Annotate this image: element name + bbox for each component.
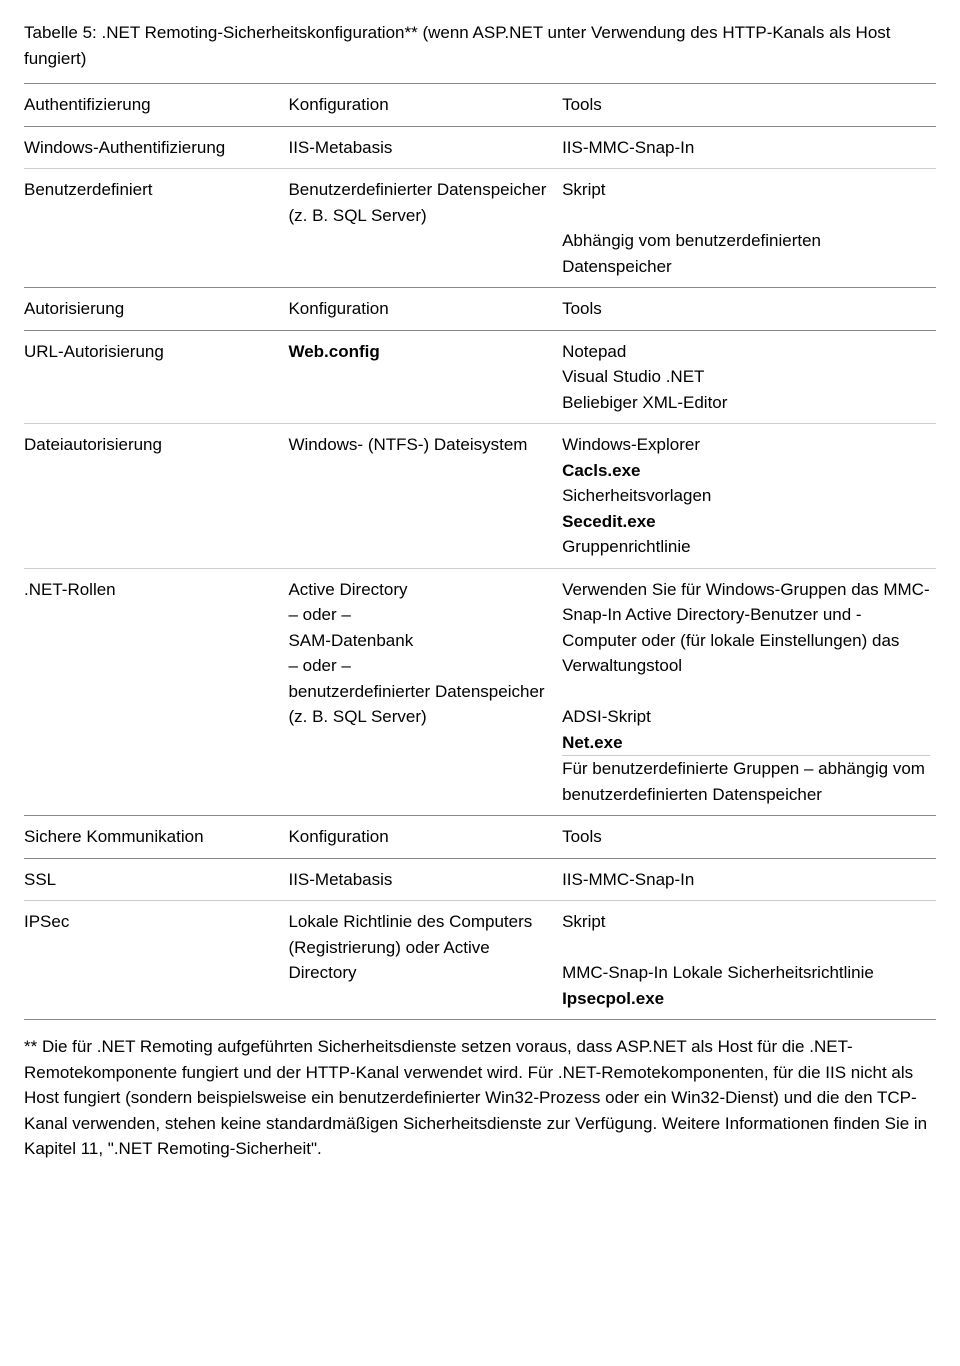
- config-table: Authentifizierung Konfiguration Tools Wi…: [24, 83, 936, 1020]
- footnote: ** Die für .NET Remoting aufgeführten Si…: [24, 1034, 936, 1162]
- cell: Dateiautorisierung: [24, 424, 288, 569]
- cell-line: Skript: [562, 909, 930, 935]
- table-header-row: Sichere Kommunikation Konfiguration Tool…: [24, 816, 936, 859]
- cell: Windows- (NTFS-) Dateisystem: [288, 424, 562, 569]
- header-cell: Authentifizierung: [24, 84, 288, 127]
- cell-line: Notepad: [562, 339, 930, 365]
- cell-line: SAM-Datenbank: [288, 628, 556, 654]
- cell: Windows-Authentifizierung: [24, 126, 288, 169]
- cell-line: MMC-Snap-In Lokale Sicherheitsrichtlinie: [562, 960, 930, 986]
- table-row: Dateiautorisierung Windows- (NTFS-) Date…: [24, 424, 936, 569]
- table-row: URL-Autorisierung Web.config Notepad Vis…: [24, 330, 936, 424]
- cell: SSL: [24, 858, 288, 901]
- cell: Notepad Visual Studio .NET Beliebiger XM…: [562, 330, 936, 424]
- table-row: IPSec Lokale Richtlinie des Computers (R…: [24, 901, 936, 1020]
- table-end: [24, 1020, 936, 1021]
- cell-line: Gruppenrichtlinie: [562, 534, 930, 560]
- cell-line: Sicherheitsvorlagen: [562, 483, 930, 509]
- cell: Active Directory – oder – SAM-Datenbank …: [288, 568, 562, 816]
- header-cell: Tools: [562, 288, 936, 331]
- cell: Web.config: [288, 330, 562, 424]
- cell: IIS-MMC-Snap-In: [562, 858, 936, 901]
- cell-line: Verwenden Sie für Windows-Gruppen das MM…: [562, 577, 930, 679]
- cell-line: benutzerdefinierter Datenspeicher (z. B.…: [288, 679, 556, 730]
- table-row: SSL IIS-Metabasis IIS-MMC-Snap-In: [24, 858, 936, 901]
- cell: Lokale Richtlinie des Computers (Registr…: [288, 901, 562, 1020]
- header-cell: Konfiguration: [288, 288, 562, 331]
- cell: URL-Autorisierung: [24, 330, 288, 424]
- cell-line: [562, 679, 930, 705]
- cell-line: ADSI-Skript: [562, 704, 930, 730]
- cell-line: [562, 935, 930, 961]
- cell: .NET-Rollen: [24, 568, 288, 816]
- cell-line: Active Directory: [288, 577, 556, 603]
- cell-line: – oder –: [288, 653, 556, 679]
- table-row: .NET-Rollen Active Directory – oder – SA…: [24, 568, 936, 816]
- cell-line: Abhängig vom benutzerdefinierten Datensp…: [562, 228, 930, 279]
- cell-line: Visual Studio .NET: [562, 364, 930, 390]
- cell-line: Secedit.exe: [562, 509, 930, 535]
- table-header-row: Autorisierung Konfiguration Tools: [24, 288, 936, 331]
- cell-line: Cacls.exe: [562, 458, 930, 484]
- table-header-row: Authentifizierung Konfiguration Tools: [24, 84, 936, 127]
- cell: Skript Abhängig vom benutzerdefinierten …: [562, 169, 936, 288]
- header-cell: Sichere Kommunikation: [24, 816, 288, 859]
- cell: IIS-MMC-Snap-In: [562, 126, 936, 169]
- cell-line: – oder –: [288, 602, 556, 628]
- cell: Benutzerdefinierter Datenspeicher (z. B.…: [288, 169, 562, 288]
- header-cell: Tools: [562, 84, 936, 127]
- cell-line: Ipsecpol.exe: [562, 986, 930, 1012]
- header-cell: Autorisierung: [24, 288, 288, 331]
- cell-line: Skript: [562, 177, 930, 203]
- cell-line: Net.exe: [562, 730, 930, 756]
- header-cell: Konfiguration: [288, 84, 562, 127]
- table-row: Benutzerdefiniert Benutzerdefinierter Da…: [24, 169, 936, 288]
- cell: Windows-Explorer Cacls.exe Sicherheitsvo…: [562, 424, 936, 569]
- cell-line: Für benutzerdefinierte Gruppen – abhängi…: [562, 756, 930, 807]
- cell: IPSec: [24, 901, 288, 1020]
- header-cell: Konfiguration: [288, 816, 562, 859]
- header-cell: Tools: [562, 816, 936, 859]
- cell-line: [562, 203, 930, 229]
- cell-line: Windows-Explorer: [562, 432, 930, 458]
- cell: IIS-Metabasis: [288, 126, 562, 169]
- cell: IIS-Metabasis: [288, 858, 562, 901]
- cell-line: Beliebiger XML-Editor: [562, 390, 930, 416]
- table-row: Windows-Authentifizierung IIS-Metabasis …: [24, 126, 936, 169]
- table-title: Tabelle 5: .NET Remoting-Sicherheitskonf…: [24, 20, 936, 71]
- cell: Verwenden Sie für Windows-Gruppen das MM…: [562, 568, 936, 816]
- cell: Skript MMC-Snap-In Lokale Sicherheitsric…: [562, 901, 936, 1020]
- cell: Benutzerdefiniert: [24, 169, 288, 288]
